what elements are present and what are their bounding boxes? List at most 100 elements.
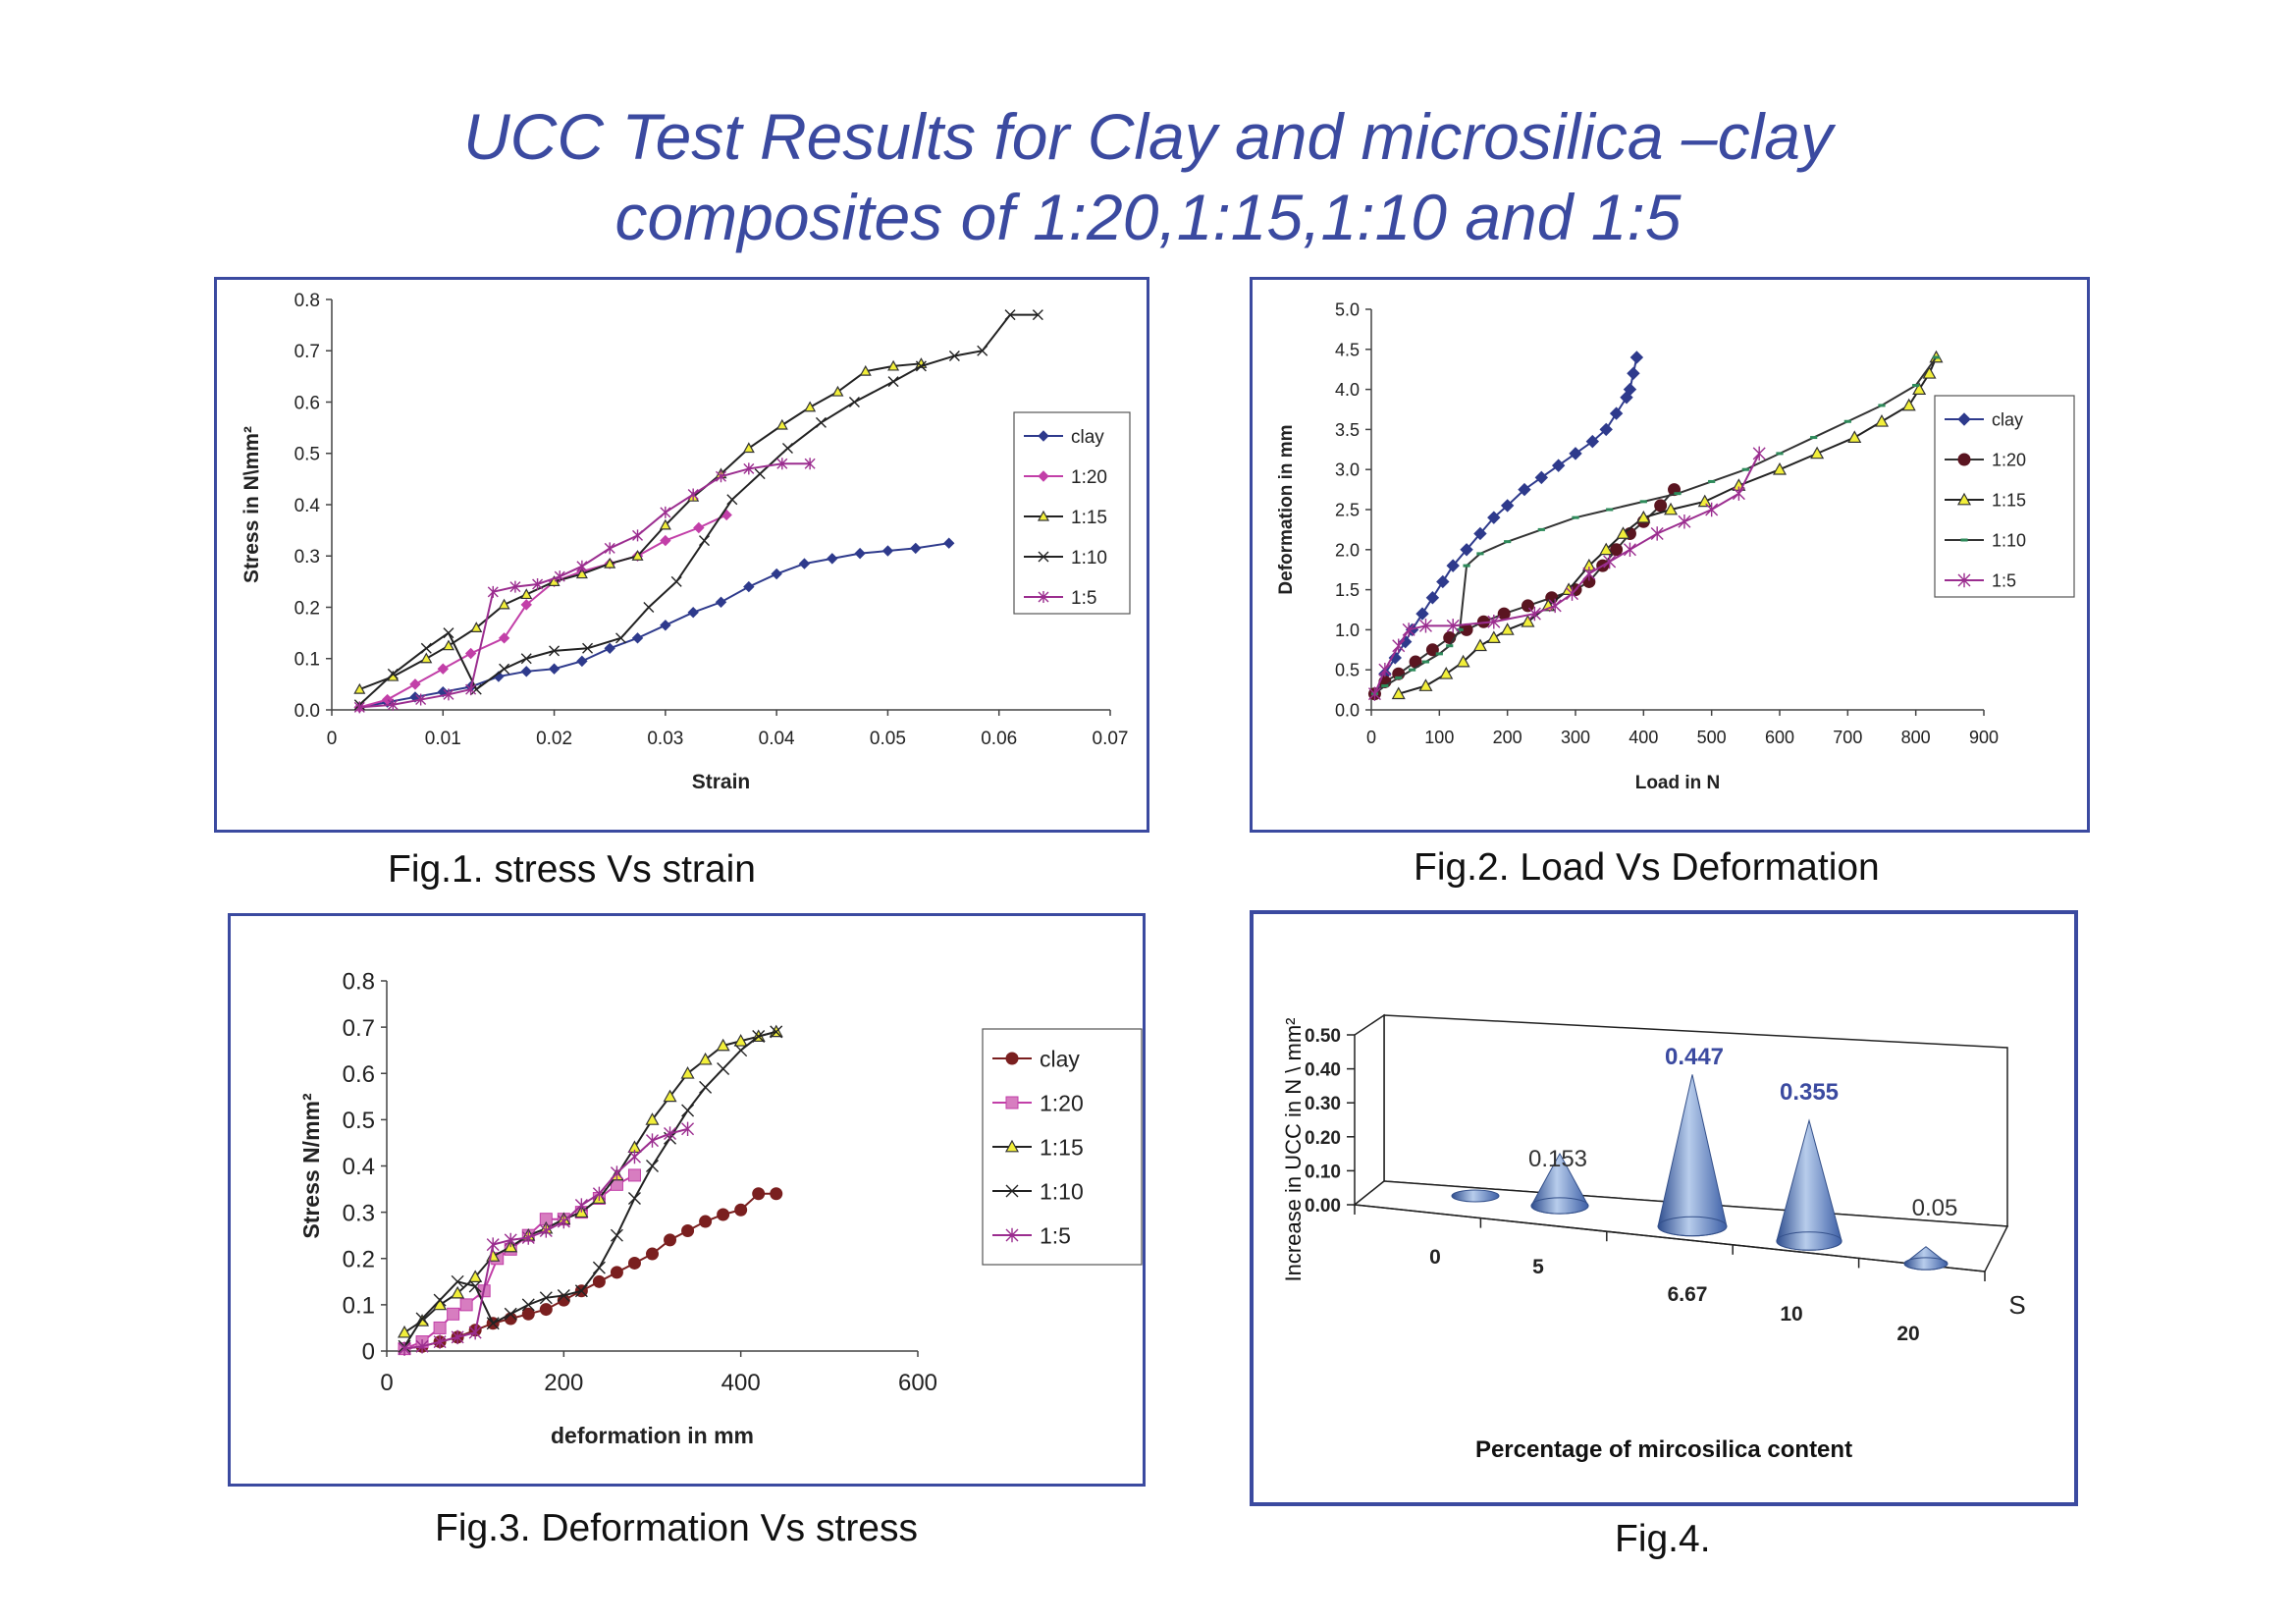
data-point-1-10 [1674,492,1682,496]
data-point-1-15 [887,359,900,371]
data-point-1-10 [977,345,988,356]
data-point-1-5 [433,1334,447,1349]
data-point-clay [610,1266,623,1279]
data-point-clay [1436,574,1450,589]
legend-label-1-15: 1:15 [1992,490,2026,510]
x-tick-label: 200 [1493,728,1522,747]
data-point-1-10 [717,1062,730,1076]
data-point-1-5 [776,458,788,470]
cone-base-6-67 [1657,1216,1728,1237]
data-point-1-10 [1504,540,1512,544]
series-1-10 [1370,355,1941,696]
data-point-1-10 [1639,500,1647,504]
y-tick-label: 1.0 [1335,621,1360,640]
data-point-1-10 [1878,404,1886,407]
cone-10 [1776,1118,1842,1251]
data-point-1-5 [554,570,565,583]
data-point-1-15 [353,682,366,694]
x-tick-label: 500 [1697,728,1727,747]
y-tick-label: 0.20 [1305,1128,1341,1149]
x-tick-label: 100 [1424,728,1454,747]
data-point-1-5 [716,470,726,483]
data-point-clay [548,663,561,675]
data-point-1-15 [680,1066,695,1079]
y-tick-label: 0.3 [294,547,320,568]
data-point-1-5 [1650,526,1664,541]
legend-marker-1-20 [1038,470,1049,482]
legend-label-1-10: 1:10 [1071,548,1107,568]
data-point-1-15 [1697,494,1712,508]
y-tick-label: 0.5 [294,445,320,465]
legend-label-clay: clay [1040,1046,1080,1071]
data-point-1-15 [775,418,788,430]
data-point-1-15 [520,588,533,600]
cone-20 [1903,1246,1949,1271]
data-point-1-10 [815,416,827,428]
x-tick-label: 0 [327,729,338,749]
data-point-1-5 [660,506,671,518]
data-point-1-5 [1732,486,1745,501]
data-point-1-15 [1772,461,1788,475]
data-point-1-10 [521,1298,535,1312]
data-point-clay [943,537,955,549]
data-point-1-10 [520,653,532,665]
data-point-1-10 [387,668,399,679]
x-tick-label: 0.03 [647,729,683,749]
data-point-1-15 [1391,686,1406,700]
data-point-1-5 [387,698,399,711]
category-label-20: 20 [1896,1323,1919,1345]
category-label-5: 5 [1532,1256,1544,1278]
x-axis-label: Load in N [1635,773,1721,793]
legend-label-clay: clay [1071,427,1104,448]
y-tick-label: 0.4 [294,496,321,516]
data-point-1-20 [447,1307,460,1321]
cone-base-10 [1776,1231,1842,1251]
x-tick-label: 0.05 [870,729,906,749]
data-point-clay [1569,447,1582,460]
data-point-1-10 [627,1191,641,1205]
data-point-1-20 [409,678,421,690]
data-point-1-15 [733,1034,748,1047]
y-tick-label: 0.6 [343,1061,375,1088]
data-point-1-5 [486,1237,500,1252]
data-point-clay [539,1303,553,1317]
data-point-1-10 [1446,644,1454,648]
series-line-1-10 [358,313,1039,706]
legend-marker-1-15 [1004,1139,1020,1153]
data-point-1-5 [487,585,499,598]
data-point-1-10 [948,350,960,361]
data-point-1-10 [781,443,793,455]
data-point-1-5 [1678,514,1691,529]
data-point-1-20 [627,1168,641,1182]
data-point-clay [1388,651,1402,665]
data-point-1-15 [663,1089,677,1103]
cone-base-5 [1530,1197,1589,1215]
data-point-1-10 [699,535,711,547]
data-point-1-5 [532,577,544,590]
data-point-1-10 [615,632,627,644]
y-tick-label: 4.5 [1335,340,1360,359]
legend-marker-1-20 [1957,453,1971,466]
fig1-chart: 0.0 0.1 0.2 0.3 0.4 0.5 0.6 0.7 0.8 0 0.01 0.02 0.03… [240,291,1131,793]
legend-label-1-20: 1:20 [1071,467,1107,488]
data-point-1-10 [1409,668,1416,672]
data-point-1-15 [420,652,433,664]
legend-marker-1-5 [1038,591,1049,603]
data-point-1-10 [1435,652,1443,656]
y-tick-label: 0.6 [294,393,320,413]
data-point-1-5 [1446,619,1460,633]
data-point-clay [1627,366,1640,380]
x-tick-label: 0.02 [536,729,572,749]
data-point-1-20 [520,599,532,611]
data-point-1-10 [646,1160,659,1172]
data-point-1-5 [468,1325,482,1340]
y-tick-label: 0.5 [1335,661,1360,680]
depth-axis-label: S [2008,1290,2025,1320]
side-wall [1354,1013,1385,1207]
data-point-1-10 [1381,684,1389,688]
data-point-1-20 [437,663,449,675]
data-point-1-15 [1922,366,1937,379]
data-point-1-15 [575,568,588,579]
y-tick-label: 3.0 [1335,460,1360,480]
data-point-clay [854,547,866,560]
